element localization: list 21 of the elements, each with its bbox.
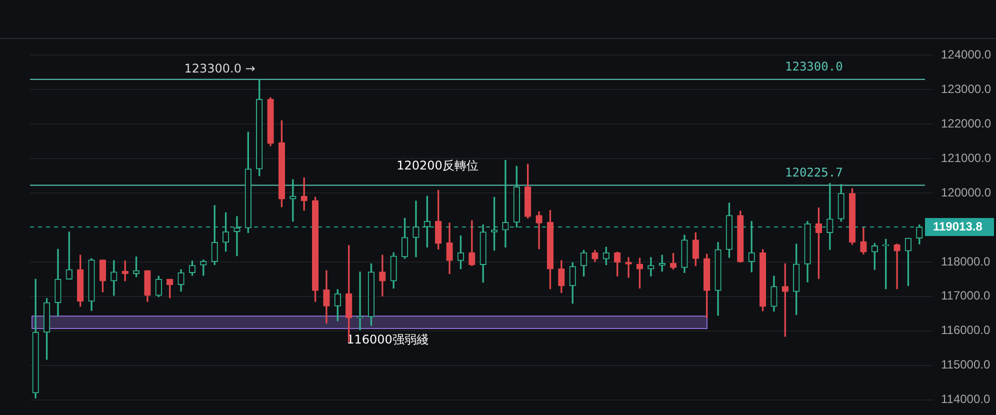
candlestick [536, 211, 542, 250]
annotation: 123300.0 → [184, 61, 256, 76]
candlestick [894, 244, 900, 290]
y-tick-label: 117000.0 [941, 288, 990, 303]
y-tick-label: 121000.0 [941, 150, 992, 165]
y-tick-label: 118000.0 [941, 254, 990, 268]
ref-line-label: 123300.0 [785, 59, 843, 74]
y-tick-label: 120000.0 [941, 185, 992, 200]
y-tick-label: 115000.0 [941, 358, 990, 372]
y-tick-label: 123000.0 [941, 82, 992, 96]
y-tick-label: 124000.0 [941, 48, 992, 62]
candlestick [412, 200, 420, 258]
candlestick [234, 216, 240, 256]
annotation: 120200反轉位 [396, 158, 478, 172]
y-tick-label: 114000.0 [941, 392, 990, 406]
y-tick-label: 122000.0 [941, 116, 992, 130]
ref-line-label: 120225.7 [785, 165, 843, 180]
y-tick-label: 116000.0 [941, 323, 990, 338]
ref-line-label: 119013.8 [933, 219, 983, 234]
band-label: 116000强弱綫 [346, 332, 428, 347]
candlestick [502, 160, 509, 248]
